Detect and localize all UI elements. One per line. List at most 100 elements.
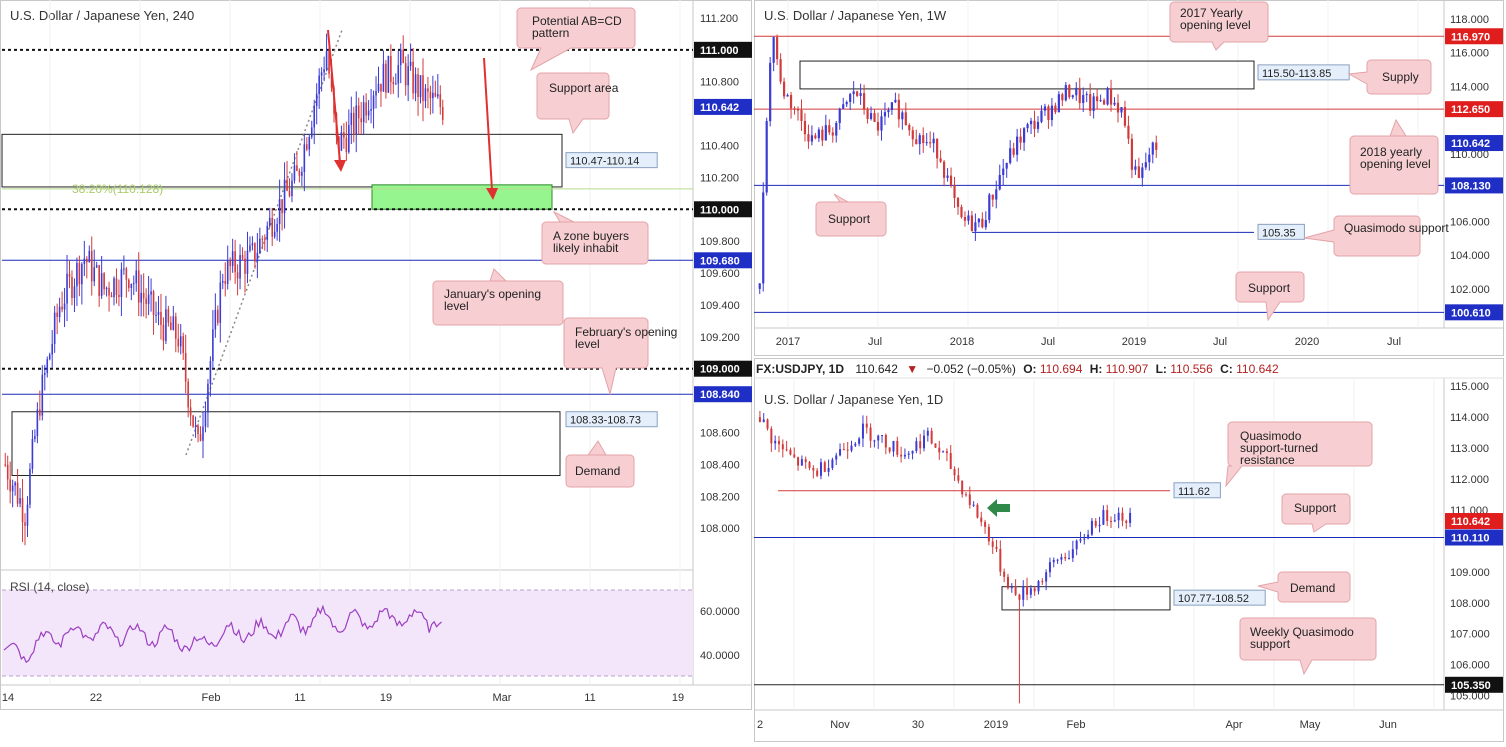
h4-candle bbox=[412, 48, 414, 100]
h4-candle bbox=[19, 488, 21, 508]
h4-candle bbox=[204, 401, 207, 433]
h4-candle bbox=[377, 66, 380, 93]
daily-candle bbox=[964, 492, 967, 497]
callout-february: February's opening level bbox=[563, 317, 677, 396]
h4-candle bbox=[142, 273, 145, 317]
daily-chart[interactable]: FX:USDJPY, 1D 110.642 ▼ −0.052 (−0.05%) … bbox=[754, 358, 1504, 742]
h4-candle bbox=[310, 120, 313, 140]
daily-candle bbox=[1110, 516, 1113, 529]
h4-chart-panel[interactable]: U.S. Dollar / Japanese Yen, 240 110.47-1… bbox=[0, 0, 752, 710]
weekly-chart-panel[interactable]: U.S. Dollar / Japanese Yen, 1W 115.50-11… bbox=[754, 0, 1504, 356]
h4-candle bbox=[145, 288, 147, 319]
supply-zone-label-text: 115.50-113.85 bbox=[1262, 68, 1331, 80]
weekly-candle bbox=[762, 182, 765, 292]
weekly-candle bbox=[828, 119, 831, 136]
h4-ytick: 109.600 bbox=[700, 268, 740, 280]
h4-candle bbox=[192, 414, 194, 428]
weekly-candle bbox=[1137, 157, 1140, 179]
weekly-candle bbox=[821, 126, 824, 147]
daily-header-close: 110.642 bbox=[1236, 362, 1279, 376]
weekly-candle bbox=[932, 132, 935, 153]
daily-candle bbox=[797, 456, 800, 471]
weekly-candle bbox=[876, 112, 880, 136]
callout-abcd-text: Potential AB=CD pattern bbox=[532, 14, 622, 40]
h4-candle bbox=[432, 75, 434, 114]
daily-candle bbox=[823, 460, 826, 473]
daily-candle bbox=[1026, 577, 1029, 601]
callout-support-area-text: Support area bbox=[549, 81, 619, 95]
h4-candle bbox=[278, 179, 281, 242]
h4-candle bbox=[249, 236, 251, 253]
weekly-candle bbox=[769, 57, 772, 127]
h4-candle bbox=[372, 90, 375, 129]
weekly-candle bbox=[908, 123, 911, 136]
h4-candle bbox=[370, 89, 372, 124]
weekly-candle bbox=[942, 159, 946, 187]
h4-candle bbox=[58, 297, 61, 323]
weekly-price-tag-text: 100.610 bbox=[1451, 307, 1491, 319]
daily-chart-panel[interactable]: FX:USDJPY, 1D 110.642 ▼ −0.052 (−0.05%) … bbox=[754, 358, 1504, 742]
weekly-candle bbox=[782, 77, 786, 100]
callout-january-text: January's opening level bbox=[444, 287, 541, 313]
daily-candle bbox=[907, 450, 910, 460]
daily-candle bbox=[1098, 516, 1101, 533]
weekly-candle bbox=[925, 133, 928, 146]
daily-candle bbox=[930, 427, 933, 445]
weekly-candle bbox=[1092, 92, 1095, 119]
weekly-ytick: 102.000 bbox=[1450, 284, 1490, 296]
h4-chart[interactable]: U.S. Dollar / Japanese Yen, 240 110.47-1… bbox=[0, 0, 752, 710]
daily-price-tag-text: 105.350 bbox=[1451, 680, 1491, 692]
h4-xtick: 14 bbox=[2, 692, 14, 704]
callout-demand-text: Demand bbox=[575, 464, 620, 478]
daily-ytick: 115.000 bbox=[1450, 381, 1489, 393]
h4-candle bbox=[68, 260, 71, 289]
callout-weekly-support: Support bbox=[815, 193, 887, 237]
weekly-candle bbox=[824, 114, 827, 141]
weekly-candle bbox=[1029, 117, 1033, 134]
h4-xtick: Feb bbox=[202, 692, 221, 704]
weekly-xtick: Jul bbox=[1213, 336, 1227, 348]
daily-candle bbox=[835, 452, 838, 466]
h4-candle bbox=[397, 50, 400, 98]
daily-demand-zone-label-text: 107.77-108.52 bbox=[1178, 593, 1249, 605]
weekly-candle bbox=[1050, 97, 1054, 127]
weekly-price-tag: 100.610 bbox=[1445, 304, 1503, 321]
weekly-xtick: 2020 bbox=[1295, 336, 1319, 348]
callout-daily-demand-text: Demand bbox=[1290, 581, 1335, 595]
daily-candle bbox=[991, 537, 994, 554]
weekly-candle bbox=[929, 131, 932, 148]
daily-header: FX:USDJPY, 1D 110.642 ▼ −0.052 (−0.05%) … bbox=[756, 362, 1279, 376]
weekly-xtick: 2018 bbox=[950, 336, 974, 348]
h4-candle bbox=[348, 109, 350, 154]
h4-candle bbox=[219, 270, 222, 343]
h4-candle bbox=[375, 76, 377, 109]
h4-candle bbox=[365, 93, 367, 124]
weekly-chart[interactable]: U.S. Dollar / Japanese Yen, 1W 115.50-11… bbox=[754, 0, 1504, 356]
weekly-candle bbox=[936, 138, 939, 169]
weekly-candle bbox=[960, 204, 963, 219]
weekly-ytick: 118.000 bbox=[1450, 14, 1489, 26]
daily-xtick: Apr bbox=[1225, 719, 1242, 731]
h4-candle bbox=[26, 496, 29, 537]
weekly-xtick: Jul bbox=[1387, 336, 1401, 348]
h4-candle bbox=[340, 125, 343, 152]
supply-zone-label: 115.50-113.85 bbox=[1257, 64, 1350, 81]
daily-candle bbox=[800, 455, 803, 466]
weekly-candle bbox=[1002, 158, 1005, 186]
h4-candle bbox=[118, 279, 120, 307]
h4-candle bbox=[382, 50, 385, 92]
h4-xtick: 11 bbox=[584, 692, 595, 704]
daily-candle bbox=[934, 443, 937, 448]
h4-candle bbox=[172, 305, 175, 331]
weekly-candle bbox=[1047, 104, 1050, 129]
h4-candle bbox=[207, 379, 209, 428]
daily-candle bbox=[1003, 568, 1006, 583]
daily-candle bbox=[1052, 557, 1055, 568]
h4-candle bbox=[14, 481, 16, 496]
h4-candle bbox=[288, 178, 291, 198]
weekly-ytick: 104.000 bbox=[1450, 250, 1490, 262]
daily-candle bbox=[816, 468, 819, 478]
h4-candle bbox=[90, 236, 93, 296]
callout-february-text: February's opening level bbox=[575, 325, 677, 351]
weekly-candle bbox=[956, 196, 960, 215]
